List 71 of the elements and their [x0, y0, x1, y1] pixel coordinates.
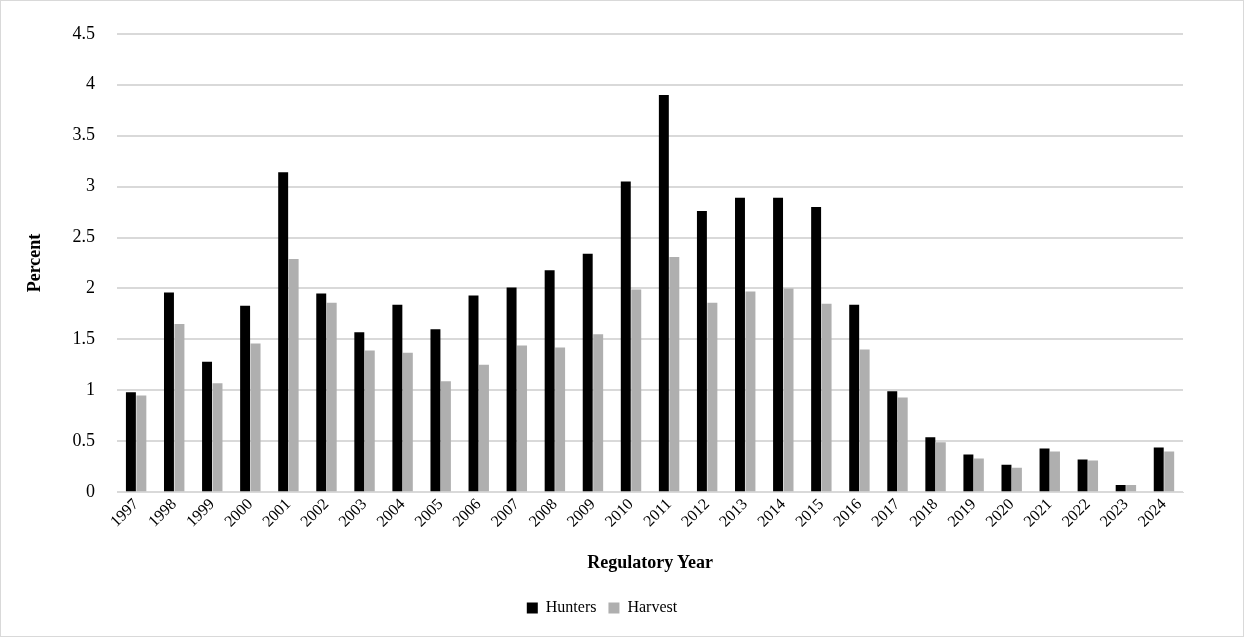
- y-tick-label: 0: [86, 480, 96, 501]
- bar: [136, 395, 147, 492]
- bar: [468, 295, 479, 492]
- y-tick-label: 2: [86, 277, 96, 298]
- bar: [240, 305, 251, 492]
- bar: [1011, 467, 1022, 492]
- legend-label: Hunters: [545, 598, 597, 616]
- y-tick-label: 4: [86, 73, 96, 94]
- x-tick-label: 2021: [1020, 495, 1055, 530]
- bar: [897, 397, 908, 492]
- y-tick-label: 4.5: [72, 22, 96, 43]
- bar: [164, 292, 174, 492]
- bar: [735, 197, 745, 492]
- bar: [212, 383, 223, 492]
- bar: [1039, 448, 1050, 492]
- bar: [935, 442, 946, 492]
- bar: [1153, 447, 1164, 492]
- bar: [669, 256, 680, 492]
- bar: [555, 347, 566, 492]
- x-axis-title: Regulatory Year: [587, 551, 713, 572]
- bar: [1077, 459, 1088, 492]
- bar: [402, 352, 413, 492]
- y-tick-label: 3: [86, 175, 96, 196]
- bar: [250, 343, 261, 492]
- bar: [202, 361, 213, 492]
- bar: [1088, 460, 1099, 492]
- bar: [707, 302, 718, 492]
- bar: [506, 287, 517, 492]
- bar: [174, 324, 185, 492]
- y-tick-label: 0.5: [72, 430, 96, 450]
- bar: [1001, 464, 1012, 492]
- bar: [278, 172, 289, 492]
- bar: [925, 437, 936, 492]
- y-tick-label: 3.5: [72, 124, 96, 145]
- bar: [620, 181, 631, 492]
- y-axis-title: Percent: [24, 233, 45, 293]
- bar: [479, 364, 489, 492]
- bar: [288, 258, 299, 492]
- bar: [326, 302, 337, 492]
- bar: [811, 206, 822, 492]
- y-tick-label: 1.5: [72, 328, 96, 349]
- bar: [696, 211, 707, 492]
- bar: [125, 392, 136, 492]
- bar: [821, 303, 832, 492]
- y-tick-label: 1: [86, 379, 96, 400]
- y-tick-label: 2.5: [72, 226, 96, 247]
- bar: [582, 253, 593, 492]
- bar: [849, 304, 860, 492]
- bar: [392, 304, 403, 492]
- bar: [859, 349, 870, 492]
- legend-label: Harvest: [627, 598, 678, 616]
- bar: [544, 270, 555, 492]
- bar: [631, 289, 642, 492]
- bar: [1050, 451, 1060, 492]
- bar: [430, 329, 441, 492]
- bar: [316, 293, 327, 492]
- bar: [963, 454, 974, 492]
- bar: [517, 345, 528, 492]
- bar: [364, 350, 375, 492]
- bar: [1126, 485, 1137, 492]
- bar: [887, 391, 898, 492]
- bar: [1164, 451, 1175, 492]
- bar: [593, 334, 604, 492]
- bar: [783, 288, 794, 492]
- bar: [658, 94, 669, 492]
- bar: [354, 332, 365, 492]
- bar: [1115, 485, 1126, 492]
- bar: [773, 197, 784, 492]
- bar: [440, 381, 451, 492]
- bar: [745, 291, 756, 492]
- bar: [973, 458, 984, 492]
